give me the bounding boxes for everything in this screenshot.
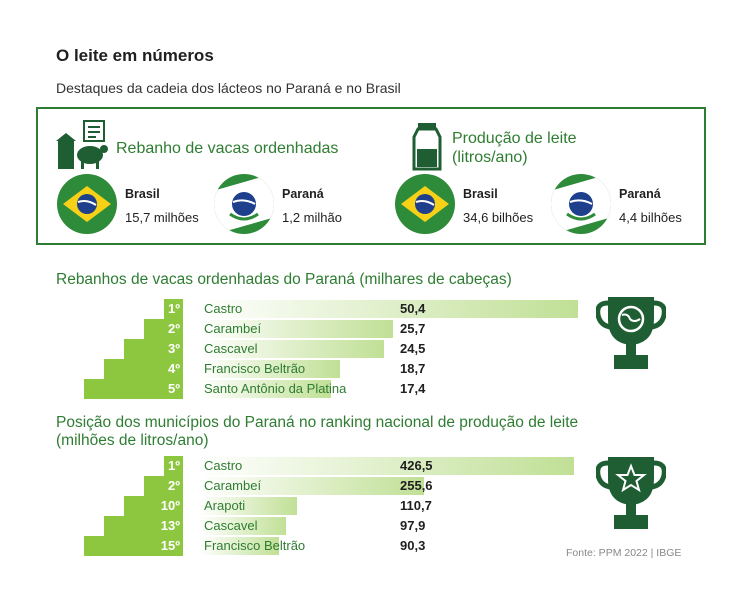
municipality-name: Carambeí: [204, 321, 262, 336]
cow-barn-icon: [56, 120, 108, 169]
rank-label: 2º: [168, 478, 180, 493]
municipality-name: Francisco Beltrão: [204, 538, 306, 553]
milk-brasil-label: Brasil: [463, 187, 498, 201]
rank-label: 15º: [160, 538, 180, 553]
national-ranking-title: Posição dos municípios do Paraná no rank…: [56, 414, 578, 450]
value-bar: [200, 300, 578, 318]
trophy-globe-icon: [596, 297, 666, 369]
municipality-name: Arapoti: [204, 498, 246, 513]
municipality-name: Cascavel: [204, 518, 258, 533]
rank-label: 10º: [160, 498, 180, 513]
milk-heading: Produção de leite (litros/ano): [452, 129, 577, 167]
parana-flag-icon: [214, 174, 274, 234]
value-label: 110,7: [400, 498, 432, 513]
rank-label: 13º: [160, 518, 180, 533]
value-bar: [200, 477, 424, 495]
brazil-flag-icon: [395, 174, 455, 234]
page-title: O leite em números: [56, 46, 214, 65]
rank-step: 5º: [84, 379, 183, 399]
milk-brasil-value: 34,6 bilhões: [463, 210, 534, 225]
value-bar: [200, 537, 279, 555]
municipality-name: Castro: [204, 301, 243, 316]
national-ranking-title-line1: Posição dos municípios do Paraná no rank…: [56, 414, 579, 431]
herd-brasil-label: Brasil: [125, 187, 160, 201]
herd-parana-label: Paraná: [282, 187, 324, 201]
municipality-name: Cascavel: [204, 341, 258, 356]
value-label: 90,3: [400, 538, 426, 553]
municipality-name: Santo Antônio da Platina: [204, 381, 347, 396]
source-note: Fonte: PPM 2022 | IBGE: [566, 547, 682, 559]
municipality-name: Francisco Beltrão: [204, 361, 306, 376]
rank-label: 1º: [168, 458, 180, 473]
value-label: 426,5: [400, 458, 433, 473]
trophy-star-icon: [596, 457, 666, 529]
milk-parana-value: 4,4 bilhões: [619, 210, 682, 225]
milk-heading-line1: Produção de leite: [452, 130, 577, 147]
value-bar: [200, 497, 297, 515]
value-bar: [200, 380, 331, 398]
herd-heading: Rebanho de vacas ordenhadas: [116, 140, 339, 157]
herd-parana-value: 1,2 milhão: [282, 210, 342, 225]
herd-brasil-value: 15,7 milhões: [125, 210, 199, 225]
stats-panel: Rebanho de vacas ordenhadas Produção de …: [36, 107, 706, 245]
value-bar: [200, 340, 384, 358]
municipality-name: Castro: [204, 458, 243, 473]
page-subtitle: Destaques da cadeia dos lácteos no Paran…: [56, 80, 401, 96]
herd-ranking-title: Rebanhos de vacas ordenhadas do Paraná (…: [56, 271, 512, 288]
rank-label: 2º: [168, 321, 180, 336]
value-bar: [200, 320, 393, 338]
rank-label: 3º: [168, 341, 180, 356]
municipality-name: Carambeí: [204, 478, 262, 493]
milk-heading-line2: (litros/ano): [452, 149, 528, 166]
brazil-flag-icon: [57, 174, 117, 234]
value-label: 25,7: [400, 321, 426, 336]
parana-flag-icon: [551, 174, 611, 234]
rank-label: 1º: [168, 301, 180, 316]
value-label: 255,6: [400, 478, 433, 493]
value-label: 50,4: [400, 301, 426, 316]
value-label: 17,4: [400, 381, 426, 396]
national-ranking-title-line2: (milhões de litros/ano): [56, 432, 209, 449]
value-label: 18,7: [400, 361, 426, 376]
value-label: 24,5: [400, 341, 426, 356]
milk-bottle-icon: [412, 123, 442, 171]
value-bar: [200, 457, 574, 475]
milk-parana-label: Paraná: [619, 187, 661, 201]
value-bar: [200, 360, 340, 378]
rank-label: 5º: [168, 381, 180, 396]
rank-label: 4º: [168, 361, 180, 376]
value-label: 97,9: [400, 518, 426, 533]
rank-step: 15º: [84, 536, 183, 556]
value-bar: [200, 517, 286, 535]
